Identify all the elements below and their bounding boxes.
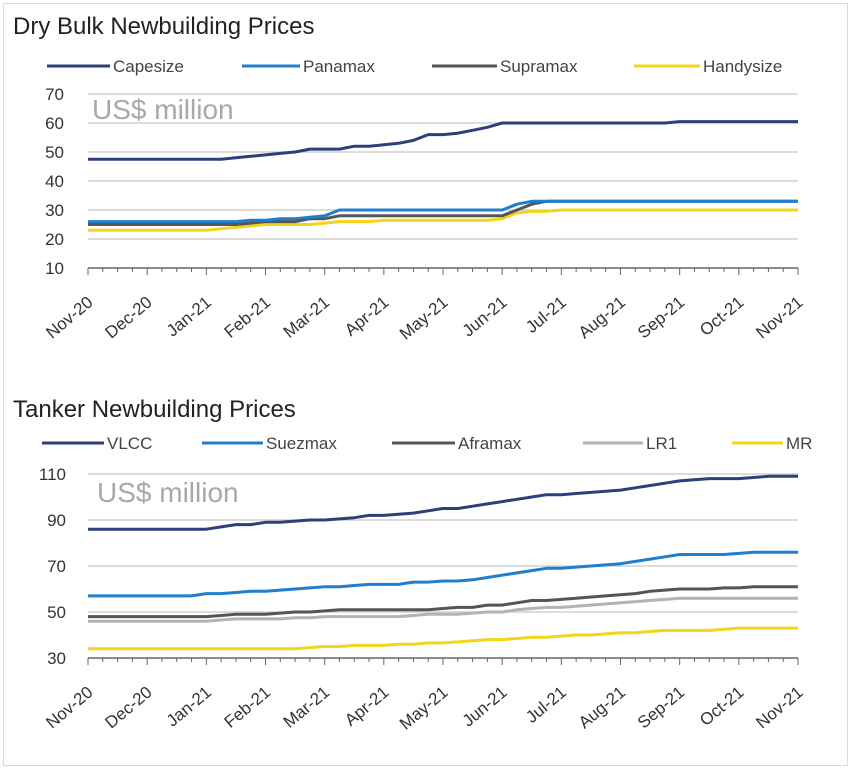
legend-item-supramax: Supramax [432, 57, 578, 76]
y-tick-label: 110 [39, 465, 66, 484]
dry-bulk-y-ticks: 10 20 30 40 50 60 70 [45, 85, 64, 278]
series-line-handysize [88, 208, 798, 232]
y-tick-label: 30 [45, 201, 64, 220]
x-tick-label: Jul-21 [522, 683, 570, 727]
y-tick-label: 70 [45, 85, 64, 104]
x-tick-label: Sep-21 [634, 683, 688, 733]
y-tick-label: 90 [47, 511, 66, 530]
y-tick-label: 10 [45, 259, 64, 278]
y-tick-label: 20 [45, 230, 64, 249]
x-tick-label: Jul-21 [522, 293, 570, 337]
dry-bulk-title: Dry Bulk Newbuilding Prices [13, 13, 314, 40]
legend-label: Supramax [500, 57, 578, 76]
x-tick-label: Sep-21 [634, 293, 688, 343]
series-line-panamax [88, 199, 798, 224]
dry-bulk-series [88, 120, 798, 232]
x-tick-label: Nov-20 [42, 293, 96, 343]
y-tick-label: 60 [45, 114, 64, 133]
x-tick-label: Feb-21 [221, 683, 274, 732]
legend-item-suezmax: Suezmax [202, 434, 337, 453]
x-tick-label: May-21 [396, 293, 452, 344]
chart-frame [3, 3, 848, 766]
y-tick-label: 40 [45, 172, 64, 191]
tanker-x-axis: Nov-20 Dec-20 Jan-21 Feb-21 Mar-21 Apr-21 May-… [42, 657, 807, 734]
legend-label: Suezmax [266, 434, 337, 453]
x-tick-label: Dec-20 [102, 683, 156, 733]
x-tick-label: Aug-21 [575, 683, 629, 733]
legend-label: MR [786, 434, 812, 453]
x-tick-label: Nov-21 [752, 293, 806, 343]
legend-item-panamax: Panamax [242, 57, 375, 76]
dry-bulk-unit-label: US$ million [92, 94, 234, 125]
x-tick-label: Oct-21 [696, 293, 747, 340]
series-line-lr1 [88, 596, 798, 623]
tanker-series [88, 474, 798, 651]
tanker-legend: VLCC Suezmax Aframax LR1 MR [42, 434, 812, 453]
series-line-capesize [88, 120, 798, 161]
x-tick-label: Apr-21 [341, 293, 392, 340]
x-tick-label: Jun-21 [459, 293, 511, 341]
dry-bulk-legend: Capesize Panamax Supramax Handysize [47, 57, 782, 76]
dry-bulk-x-axis: Nov-20 Dec-20 Jan-21 Feb-21 Mar-21 Apr-21 May-… [42, 267, 807, 344]
legend-label: Capesize [113, 57, 184, 76]
series-line-suezmax [88, 550, 798, 598]
y-tick-label: 30 [47, 649, 66, 668]
x-tick-label: Oct-21 [696, 683, 747, 730]
x-tick-label: Aug-21 [575, 293, 629, 343]
y-tick-label: 50 [45, 143, 64, 162]
legend-label: LR1 [646, 434, 677, 453]
dry-bulk-chart: Dry Bulk Newbuilding Prices US$ million … [13, 13, 807, 344]
tanker-chart: Tanker Newbuilding Prices US$ million 30… [13, 396, 812, 734]
tanker-grid [88, 473, 798, 613]
y-tick-label: 50 [47, 603, 66, 622]
x-tick-label: Jan-21 [163, 683, 215, 731]
x-tick-label: Dec-20 [102, 293, 156, 343]
legend-label: Panamax [303, 57, 375, 76]
x-tick-label: Nov-20 [42, 683, 96, 733]
legend-label: VLCC [107, 434, 152, 453]
tanker-title: Tanker Newbuilding Prices [13, 396, 296, 423]
legend-item-lr1: LR1 [583, 434, 677, 453]
x-tick-label: Jun-21 [459, 683, 511, 731]
legend-item-aframax: Aframax [392, 434, 522, 453]
tanker-unit-label: US$ million [97, 477, 239, 508]
x-tick-label: Mar-21 [280, 293, 333, 342]
x-tick-label: May-21 [396, 683, 452, 734]
tanker-y-ticks: 30 50 70 90 110 [39, 465, 66, 668]
x-tick-label: Nov-21 [752, 683, 806, 733]
x-tick-label: Apr-21 [341, 683, 392, 730]
legend-label: Aframax [458, 434, 522, 453]
x-tick-label: Feb-21 [221, 293, 274, 342]
x-tick-label: Mar-21 [280, 683, 333, 732]
legend-item-vlcc: VLCC [42, 434, 152, 453]
x-tick-label: Jan-21 [163, 293, 215, 341]
legend-label: Handysize [703, 57, 782, 76]
legend-item-handysize: Handysize [634, 57, 782, 76]
series-line-mr [88, 626, 798, 651]
legend-item-mr: MR [732, 434, 812, 453]
series-line-aframax [88, 585, 798, 619]
series-line-vlcc [88, 474, 798, 531]
legend-item-capesize: Capesize [47, 57, 184, 76]
y-tick-label: 70 [47, 557, 66, 576]
